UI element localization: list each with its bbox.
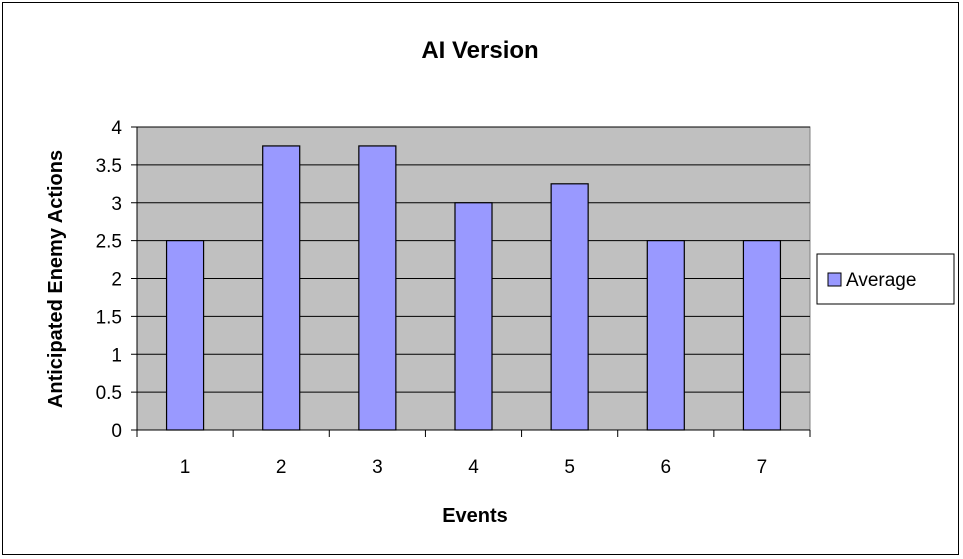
- x-tick-label: 7: [757, 457, 768, 478]
- legend-swatch: [827, 272, 842, 287]
- bar: [742, 240, 782, 431]
- bar: [262, 145, 301, 431]
- x-tick-label: 3: [372, 457, 383, 478]
- y-tick-label: 3: [111, 194, 122, 215]
- bar: [550, 183, 589, 431]
- chart-title: AI Version: [421, 37, 538, 64]
- x-tick-label: 1: [180, 457, 191, 478]
- bar: [165, 240, 205, 431]
- y-tick-labels: 0 0.5 1 1.5 2 2.5 3 3.5 4: [96, 118, 123, 442]
- y-axis-title: Anticipated Enemy Actions: [45, 150, 67, 408]
- bars: [165, 145, 782, 431]
- y-tick-label: 0: [111, 421, 122, 442]
- x-axis-title: Events: [442, 505, 508, 527]
- x-tick-labels: 1 2 3 4 5 6 7: [180, 457, 767, 478]
- x-tick-label: 4: [468, 457, 479, 478]
- y-tick-label: 1: [111, 345, 122, 366]
- x-tick-label: 6: [660, 457, 671, 478]
- y-tick-label: 3.5: [96, 156, 122, 177]
- y-tick-label: 0.5: [96, 383, 122, 404]
- y-tick-label: 4: [111, 118, 122, 139]
- bar: [454, 202, 493, 431]
- bar: [358, 145, 397, 431]
- x-tick-label: 5: [564, 457, 575, 478]
- bar: [646, 240, 685, 431]
- y-tick-label: 1.5: [96, 307, 122, 328]
- y-tick-label: 2: [111, 270, 122, 291]
- x-tick-label: 2: [276, 457, 287, 478]
- legend-label-average: Average: [846, 270, 916, 291]
- legend: Average: [816, 253, 955, 305]
- y-tick-label: 2.5: [96, 232, 122, 253]
- axes: [131, 126, 811, 437]
